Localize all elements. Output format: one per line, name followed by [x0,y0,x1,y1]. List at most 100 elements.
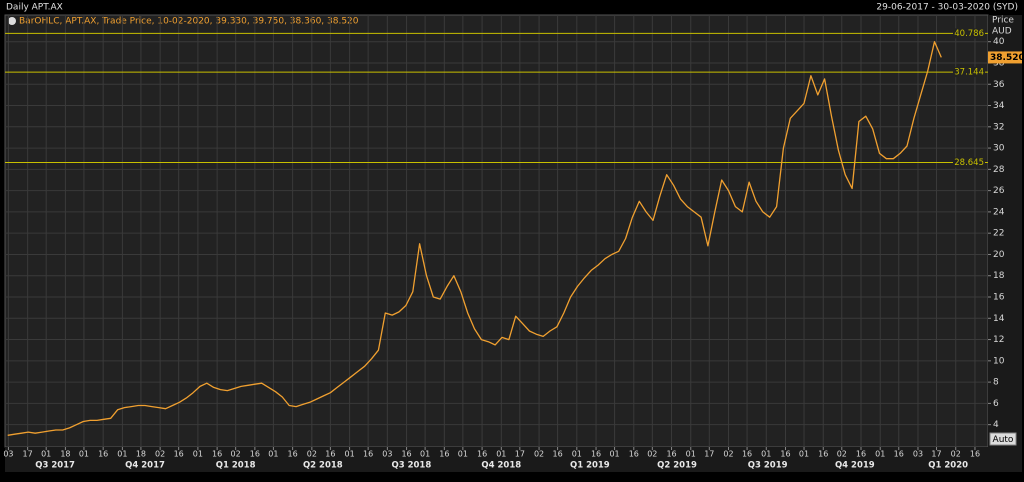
horizontal-line-label: 28.645 [954,158,984,168]
quarter-label: Q3 2019 [748,461,788,471]
x-tick-label: 16 [591,450,601,459]
x-tick-label: 16 [212,450,222,459]
x-tick-label: 18 [136,450,146,459]
auto-button[interactable] [989,432,1017,446]
y-tick-label: 22 [993,229,1004,239]
y-tick-label: 14 [993,314,1005,324]
x-tick-label: 16 [780,450,790,459]
x-tick-label: 17 [931,450,941,459]
x-tick-label: 02 [231,450,241,459]
y-tick-label: 30 [993,144,1005,154]
x-tick-label: 01 [875,450,885,459]
horizontal-line-label: 40.786 [954,29,984,39]
y-tick-label: 12 [993,335,1004,345]
x-tick-label: 03 [3,450,13,459]
x-tick-label: 01 [458,450,468,459]
x-tick-label: 16 [250,450,260,459]
y-tick-label: 10 [993,356,1005,366]
legend-entry: BarOHLC, APT.AX, Trade Price, 10-02-2020… [19,17,359,27]
quarter-label: Q4 2019 [835,461,875,471]
y-tick-label: 28 [993,165,1005,175]
x-tick-label: 16 [553,450,563,459]
y-tick-label: 24 [993,207,1005,217]
y-axis-unit: AUD [992,27,1012,37]
y-axis-area [988,15,1022,447]
y-axis-label: Price [992,16,1014,26]
quarter-label: Q2 2018 [303,461,343,471]
x-tick-label: 16 [363,450,373,459]
plot-area [4,14,989,448]
y-tick-label: 6 [993,399,999,409]
x-tick-label: 16 [325,450,335,459]
x-tick-label: 01 [79,450,89,459]
y-tick-label: 8 [993,378,999,388]
x-tick-label: 16 [894,450,904,459]
x-tick-label: 01 [799,450,809,459]
x-tick-label: 01 [193,450,203,459]
x-axis-area [5,447,1022,472]
x-tick-label: 17 [23,450,33,459]
y-tick-label: 40 [993,37,1005,47]
quarter-label: Q4 2018 [481,461,521,471]
auto-button-label[interactable]: Auto [993,435,1014,445]
x-tick-label: 17 [704,450,714,459]
quarter-label: Q3 2018 [391,461,431,471]
x-tick-label: 01 [572,450,582,459]
price-line [7,41,942,436]
last-price-box [988,51,1022,64]
x-tick-label: 01 [345,450,355,459]
x-tick-label: 16 [98,450,108,459]
x-tick-label: 16 [742,450,752,459]
x-tick-label: 17 [515,450,525,459]
x-tick-label: 16 [856,450,866,459]
x-tick-label: 03 [382,450,392,459]
quarter-label: Q4 2017 [125,461,165,471]
x-tick-label: 01 [761,450,771,459]
x-tick-label: 16 [401,450,411,459]
y-tick-label: 26 [993,186,1005,196]
legend-icon[interactable] [8,17,16,25]
quarter-label: Q1 2018 [216,461,256,471]
x-tick-label: 16 [629,450,639,459]
x-tick-label: 16 [439,450,449,459]
horizontal-line-label-bg [953,157,985,168]
horizontal-line-label: 37.144 [954,68,984,78]
x-tick-label: 02 [534,450,544,459]
x-tick-label: 02 [155,450,165,459]
x-tick-label: 01 [420,450,430,459]
quarter-label: Q2 2019 [657,461,697,471]
chart-title: Daily APT.AX [6,3,63,13]
x-tick-label: 01 [496,450,506,459]
y-tick-label: 16 [993,293,1005,303]
x-tick-label: 02 [951,450,961,459]
y-tick-label: 34 [993,101,1005,111]
y-tick-label: 38 [993,58,1005,68]
quarter-label: Q1 2019 [570,461,610,471]
x-tick-label: 02 [307,450,317,459]
x-tick-label: 16 [970,450,980,459]
x-tick-label: 03 [913,450,923,459]
x-tick-label: 02 [647,450,657,459]
y-tick-label: 20 [993,250,1005,260]
x-tick-label: 01 [609,450,619,459]
y-tick-label: 36 [993,80,1005,90]
y-tick-label: 32 [993,122,1004,132]
y-tick-label: 18 [993,271,1005,281]
y-tick-label: 4 [993,420,999,430]
date-range: 29-06-2017 - 30-03-2020 (SYD) [876,3,1018,13]
x-tick-label: 01 [686,450,696,459]
x-tick-label: 02 [837,450,847,459]
horizontal-line-label-bg [953,67,985,78]
x-tick-label: 02 [723,450,733,459]
x-tick-label: 16 [666,450,676,459]
x-tick-label: 18 [60,450,70,459]
quarter-label: Q3 2017 [35,461,75,471]
x-tick-label: 16 [818,450,828,459]
last-price-label: 38.520 [990,53,1024,63]
quarter-label: Q1 2020 [928,461,968,471]
horizontal-line-label-bg [953,28,985,39]
x-tick-label: 16 [288,450,298,459]
x-tick-label: 16 [174,450,184,459]
